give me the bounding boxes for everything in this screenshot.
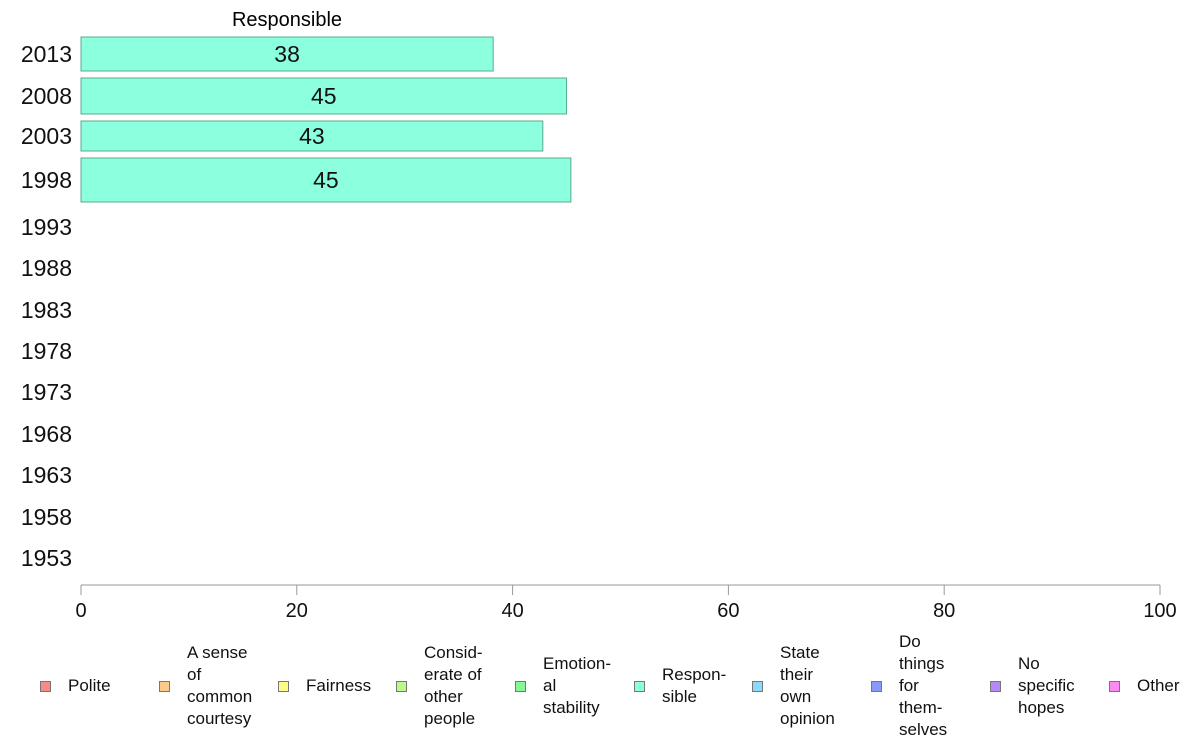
y-tick-label-1953: 1953	[21, 545, 72, 571]
legend-item-responsible: Respon- sible	[634, 636, 726, 736]
y-tick-label-2008: 2008	[21, 83, 72, 109]
legend-label-own-opinion: State their own opinion	[780, 643, 835, 728]
x-tick-label-40: 40	[501, 600, 523, 622]
legend-swatch-own-opinion	[752, 680, 763, 692]
x-tick-label-0: 0	[75, 600, 86, 622]
y-axis-labels: 2013 2008 2003 1998 1993 1988 1983 1978 1973 1968…	[21, 41, 72, 571]
legend-item-common-courtesy: A sense of common courtesy	[159, 636, 252, 736]
legend-label-polite: Polite	[68, 676, 111, 695]
legend-item-other: Other	[1109, 636, 1180, 736]
data-label-2003: 43	[299, 123, 325, 149]
legend-swatch-responsible	[634, 680, 645, 692]
legend-swatch-considerate	[396, 680, 407, 692]
data-label-2008: 45	[311, 83, 337, 109]
legend-label-common-courtesy: A sense of common courtesy	[187, 643, 253, 728]
y-tick-label-1973: 1973	[21, 379, 72, 405]
legend-label-considerate: Consid- erate of other people	[424, 643, 483, 728]
legend-swatch-no-specific-hopes	[990, 680, 1001, 692]
legend-label-other: Other	[1137, 676, 1180, 695]
bar-2013	[80, 36, 494, 72]
x-tick-label-20: 20	[286, 600, 308, 622]
y-tick-label-1968: 1968	[21, 421, 72, 447]
y-tick-label-1963: 1963	[21, 462, 72, 488]
bar-chart: Responsible 38 45 43 45 2013 2008 2003 1998 199…	[21, 9, 1177, 622]
legend-item-own-opinion: State their own opinion	[752, 636, 835, 736]
bar-1998	[80, 157, 572, 203]
legend-item-polite: Polite	[40, 636, 111, 736]
x-tick-label-60: 60	[717, 600, 739, 622]
y-tick-label-1993: 1993	[21, 214, 72, 240]
x-tick-label-80: 80	[933, 600, 955, 622]
legend-swatch-polite	[40, 680, 51, 692]
legend-item-no-specific-hopes: No specific hopes	[990, 636, 1075, 736]
bar-2003	[80, 120, 544, 152]
legend-swatch-common-courtesy	[159, 680, 170, 692]
legend-swatch-other	[1109, 680, 1120, 692]
legend-label-emotional-stability: Emotion- al stability	[543, 654, 612, 717]
legend-swatch-emotional-stability	[515, 680, 526, 692]
y-tick-label-1958: 1958	[21, 504, 72, 530]
legend-label-fairness: Fairness	[306, 676, 372, 695]
legend-item-fairness: Fairness	[278, 636, 371, 736]
legend-label-do-things-themselves: Do things for them- selves	[899, 632, 948, 739]
y-tick-label-1998: 1998	[21, 167, 72, 193]
legend-item-emotional-stability: Emotion- al stability	[515, 636, 611, 736]
x-tick-label-100: 100	[1143, 600, 1176, 622]
y-tick-label-2003: 2003	[21, 123, 72, 149]
legend-swatch-do-things-themselves	[871, 680, 882, 692]
legend-label-no-specific-hopes: No specific hopes	[1018, 654, 1075, 717]
bars-group: 38 45 43 45	[80, 36, 572, 203]
y-tick-label-1983: 1983	[21, 297, 72, 323]
legend: Polite A sense of common courtesy Fairne…	[0, 632, 1188, 739]
data-label-2013: 38	[274, 41, 300, 67]
bar-2008	[80, 77, 568, 115]
data-label-1998: 45	[313, 167, 339, 193]
chart-title: Responsible	[232, 9, 342, 31]
x-axis: 0 20 40 60 80 100	[75, 584, 1177, 622]
y-tick-label-1978: 1978	[21, 338, 72, 364]
legend-item-considerate: Consid- erate of other people	[396, 636, 483, 736]
legend-swatch-fairness	[278, 680, 289, 692]
legend-item-do-things-themselves: Do things for them- selves	[871, 632, 947, 739]
y-tick-label-2013: 2013	[21, 41, 72, 67]
y-tick-label-1988: 1988	[21, 255, 72, 281]
legend-label-responsible: Respon- sible	[662, 665, 727, 706]
